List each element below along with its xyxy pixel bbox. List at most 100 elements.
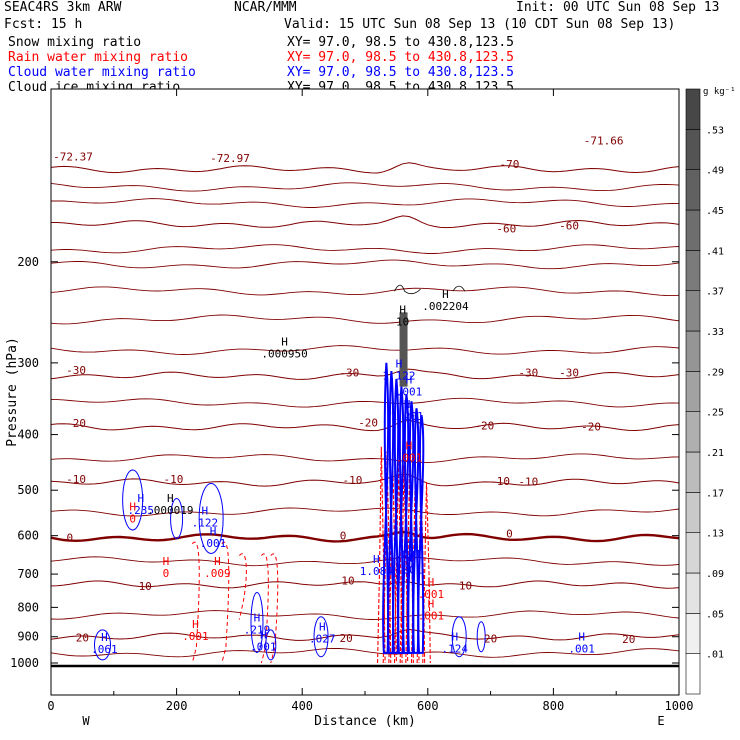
- isotherm-label: 20: [340, 632, 353, 645]
- cloud-water-max-label: .122: [192, 516, 219, 529]
- isotherm-label: -30: [518, 367, 538, 380]
- colorbar-cell: [685, 330, 701, 372]
- cloud-water-max-marker: H: [406, 374, 413, 387]
- cloud-core-contour: [387, 370, 395, 654]
- isotherm-label: 0: [506, 528, 513, 541]
- y-tick-label: 700: [17, 567, 39, 581]
- colorbar-label: .33: [706, 327, 724, 338]
- colorbar-cell: [685, 88, 701, 130]
- isotherm-label: -10: [164, 473, 184, 486]
- cloud-water-max-label: .001: [395, 548, 422, 561]
- snow-max-label: .002204: [422, 300, 469, 313]
- cloud-contour: [122, 469, 144, 531]
- y-tick-label: 900: [17, 630, 39, 644]
- rain-water-max-marker: H: [428, 598, 435, 611]
- colorbar-cell: [685, 209, 701, 251]
- snow-max-label: .000950: [261, 347, 307, 360]
- isotherm-0: [50, 530, 680, 543]
- cloud-core-contour: [402, 393, 410, 654]
- cloud-contour: [476, 621, 486, 653]
- rain-water-max-label: 0: [163, 567, 170, 580]
- isotherm-label: -30: [339, 367, 359, 380]
- isotherm-label: 20: [76, 631, 89, 644]
- rain-contour: [191, 541, 200, 664]
- cloud-core-contour: [392, 378, 400, 654]
- colorbar-label: .29: [706, 367, 724, 378]
- rain-water-max-marker: H: [428, 576, 435, 589]
- center-name: NCAR/MMM: [234, 0, 297, 15]
- x-tick-label: 800: [543, 699, 565, 713]
- colorbar-label: .45: [706, 206, 724, 217]
- isotherm-minor: [50, 507, 680, 517]
- cloud-water-max-marker: H: [260, 629, 267, 642]
- colorbar-cell: [685, 250, 701, 291]
- colorbar-label: .41: [706, 246, 724, 257]
- rain-core-contour: [422, 482, 431, 664]
- isotherm-minor: [50, 556, 680, 567]
- isotherm-minor: [50, 259, 680, 270]
- cloud-water-max-marker: H: [202, 504, 209, 517]
- cloud-water-max-label: .219: [244, 624, 271, 637]
- colorbar-cell: [685, 653, 701, 695]
- snow-contours: [394, 284, 466, 387]
- cloud-water-max-label: 1.084: [360, 565, 393, 578]
- colorbar-label: .37: [706, 287, 724, 298]
- snow-max-label: 10: [396, 315, 409, 328]
- cloud-water-max-label: .124: [442, 642, 469, 655]
- rain-water-max-label: 0: [129, 512, 136, 525]
- cloud-contour: [198, 482, 224, 554]
- isotherm-minor: [50, 314, 680, 325]
- x-tick-label: 200: [166, 699, 188, 713]
- cloud-water-max-marker: H: [451, 630, 458, 643]
- isotherm-label: 10: [341, 574, 354, 587]
- temperature-contours: [50, 162, 680, 658]
- colorbar-unit: g kg⁻¹: [703, 87, 736, 97]
- isotherm-label: -60: [559, 220, 579, 233]
- x-tick-label: 400: [291, 699, 313, 713]
- isotherm-label: -70: [500, 158, 520, 171]
- cloud-water-max-marker: H: [210, 525, 217, 538]
- rain-water-max-label: .001: [396, 451, 423, 464]
- isotherm-label: -30: [66, 364, 86, 377]
- isotherm-minor: [50, 182, 680, 192]
- colorbar-label: .13: [706, 529, 724, 540]
- isotherm-label: -10: [490, 475, 510, 488]
- forecast-hour: Fcst: 15 h: [4, 17, 83, 32]
- rain-water-max-marker: H: [214, 555, 221, 568]
- colorbar-label: .09: [706, 569, 724, 580]
- isotherm-minor: [50, 610, 680, 620]
- y-tick-label: 800: [17, 600, 39, 614]
- cloud-water-max-marker: H: [137, 492, 144, 505]
- snow-max-marker: H: [281, 335, 288, 348]
- isotherm-label: 0: [340, 530, 347, 543]
- rain-core-contour: [399, 465, 409, 664]
- field-xy-rain: XY= 97.0, 98.5 to 430.8,123.5: [287, 50, 514, 65]
- isotherm-label: -20: [66, 417, 86, 430]
- cloud-ice-max-label: .000019: [147, 504, 193, 517]
- cloud-water-max-label: .061: [91, 643, 118, 656]
- isotherm-label: -10: [343, 474, 363, 487]
- isotherm-label: -60: [496, 223, 516, 236]
- colorbar-label: .01: [706, 650, 724, 661]
- cloud-water-max-label: .001: [250, 641, 277, 654]
- colorbar-cell: [685, 451, 701, 493]
- isotherm-minor: [50, 647, 680, 658]
- cloud-water-max-marker: H: [404, 398, 411, 411]
- colorbar-label: .49: [706, 166, 724, 177]
- cloud-water-max-marker: H: [254, 612, 261, 625]
- experiment-title: SEAC4RS 3km ARW: [4, 0, 122, 15]
- isotherm--60: [51, 215, 680, 229]
- cloud-contour: [250, 591, 264, 653]
- colorbar-cell: [685, 572, 701, 614]
- rain-water-max-marker: H: [406, 439, 413, 452]
- cloud-water-max-label: .001: [396, 563, 423, 576]
- snow-max-marker: H: [399, 303, 406, 316]
- rain-water-max-label: .009: [204, 567, 231, 580]
- y-tick-label: 500: [17, 483, 39, 497]
- cloud-water-contours: [93, 362, 486, 661]
- cloud-contour: [93, 629, 111, 661]
- isotherm-label: -10: [518, 476, 538, 489]
- cloud-contour: [313, 616, 329, 658]
- colorbar-cell: [685, 169, 701, 211]
- colorbar-cell: [685, 411, 701, 453]
